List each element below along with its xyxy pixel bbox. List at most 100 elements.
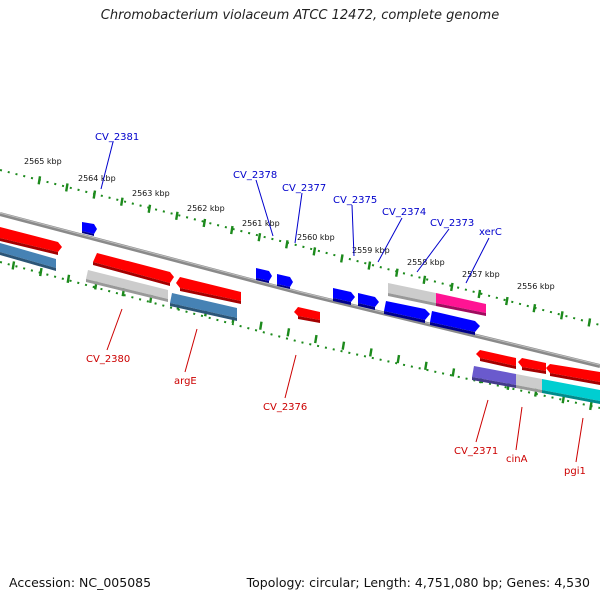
- inner-ruler: [0, 261, 600, 411]
- ruler-tick: [589, 401, 593, 411]
- gene-label[interactable]: argE: [174, 376, 197, 387]
- ruler-tick: [230, 225, 234, 235]
- gene-label[interactable]: CV_2380: [86, 354, 130, 365]
- ruler-label: 2563 kbp: [132, 189, 170, 198]
- ruler-label: 2565 kbp: [24, 157, 62, 166]
- ruler-label: 2557 kbp: [462, 270, 500, 279]
- gene-label[interactable]: CV_2374: [382, 207, 426, 218]
- gene-feature[interactable]: [176, 277, 241, 304]
- ruler-tick: [477, 289, 482, 299]
- leader-line: [106, 308, 123, 351]
- ruler-tick: [396, 354, 401, 364]
- ruler-tick: [532, 304, 537, 313]
- gene-feature[interactable]: [476, 350, 516, 369]
- leader-line: [515, 406, 523, 451]
- ruler-tick: [92, 190, 97, 199]
- ruler-tick: [147, 204, 152, 213]
- ruler-label: 2559 kbp: [352, 246, 390, 255]
- ruler-tick: [37, 176, 42, 185]
- ruler-label: 2558 kbp: [407, 258, 445, 267]
- gene-feature[interactable]: [542, 379, 600, 404]
- ruler-tick: [451, 368, 456, 377]
- leader-line: [416, 228, 450, 273]
- leader-line: [475, 399, 489, 443]
- ruler-label: 2561 kbp: [242, 219, 280, 228]
- ruler-tick: [369, 348, 373, 357]
- gene-label[interactable]: CV_2376: [263, 402, 307, 413]
- ruler-tick: [286, 328, 291, 337]
- ruler-tick: [314, 334, 318, 344]
- gene-feature[interactable]: [294, 307, 320, 323]
- ruler-tick: [395, 268, 399, 277]
- gene-feature[interactable]: [0, 227, 62, 255]
- gene-feature[interactable]: [436, 293, 486, 316]
- gene-features: [0, 222, 600, 404]
- gene-label[interactable]: cinA: [506, 454, 528, 465]
- gene-feature[interactable]: [82, 222, 97, 236]
- gene-label[interactable]: pgi1: [564, 466, 586, 477]
- ruler-label: 2562 kbp: [187, 204, 225, 213]
- backbone: [0, 212, 600, 368]
- ruler-tick: [341, 341, 346, 350]
- ruler-tick: [367, 261, 372, 270]
- leader-line: [284, 354, 297, 399]
- ruler-tick: [39, 267, 43, 277]
- gene-feature[interactable]: [333, 288, 355, 305]
- gene-label[interactable]: CV_2373: [430, 218, 474, 229]
- ruler-tick: [422, 275, 427, 284]
- gene-label[interactable]: CV_2375: [333, 195, 377, 206]
- topology-text: Topology: circular; Length: 4,751,080 bp…: [246, 575, 590, 590]
- ruler-tick: [120, 197, 124, 206]
- ruler-tick: [560, 311, 564, 320]
- ruler-tick: [340, 254, 344, 263]
- forward-gene-labels: CV_2381 CV_2378 CV_2377 CV_2375 CV_2374 …: [95, 132, 502, 238]
- leader-line: [377, 217, 403, 263]
- ruler-tick: [257, 232, 262, 242]
- ruler-tick: [285, 240, 289, 249]
- ruler-tick: [505, 296, 509, 306]
- gene-feature[interactable]: [93, 253, 174, 286]
- gene-feature[interactable]: [388, 283, 436, 306]
- gene-feature[interactable]: [546, 364, 600, 385]
- gene-feature[interactable]: [358, 293, 379, 310]
- ruler-tick: [312, 247, 317, 256]
- gene-feature[interactable]: [277, 274, 293, 289]
- ruler-labels: 2565 kbp 2564 kbp 2563 kbp 2562 kbp 2561…: [24, 157, 555, 291]
- gene-feature[interactable]: [430, 311, 480, 335]
- gene-feature[interactable]: [384, 301, 430, 323]
- leader-line: [184, 328, 198, 373]
- gene-label[interactable]: CV_2378: [233, 170, 277, 181]
- map-title: Chromobacterium violaceum ATCC 12472, co…: [100, 8, 500, 23]
- label-leaders: [100, 141, 584, 463]
- gene-label[interactable]: CV_2371: [454, 446, 498, 457]
- ruler-tick: [450, 282, 454, 292]
- ruler-label: 2560 kbp: [297, 233, 335, 242]
- outer-ruler-ticks: [37, 176, 592, 327]
- ruler-tick: [66, 274, 71, 283]
- gene-feature[interactable]: [256, 268, 272, 283]
- accession-text: Accession: NC_005085: [9, 575, 152, 590]
- leader-line: [465, 237, 490, 284]
- gene-feature[interactable]: [472, 366, 516, 388]
- ruler-tick: [587, 318, 592, 327]
- gene-label[interactable]: xerC: [479, 227, 502, 238]
- gene-feature[interactable]: [518, 358, 546, 374]
- outer-ruler: [0, 169, 600, 327]
- reverse-gene-labels: CV_2380 argE CV_2376 CV_2371 cinA pgi1: [86, 354, 586, 477]
- ruler-tick: [424, 361, 428, 370]
- ruler-tick: [202, 218, 207, 228]
- ruler-label: 2556 kbp: [517, 282, 555, 291]
- ruler-tick: [11, 261, 16, 270]
- backbone-highlight: [0, 212, 600, 366]
- leader-line: [351, 204, 355, 257]
- backbone-line: [0, 212, 600, 368]
- leader-line: [294, 192, 303, 244]
- gene-feature[interactable]: [0, 243, 56, 271]
- gene-label[interactable]: CV_2381: [95, 132, 139, 143]
- ruler-tick: [65, 183, 69, 192]
- gene-feature[interactable]: [86, 270, 168, 302]
- gene-feature[interactable]: [170, 293, 237, 321]
- gene-label[interactable]: CV_2377: [282, 183, 326, 194]
- gene-feature[interactable]: [516, 374, 542, 393]
